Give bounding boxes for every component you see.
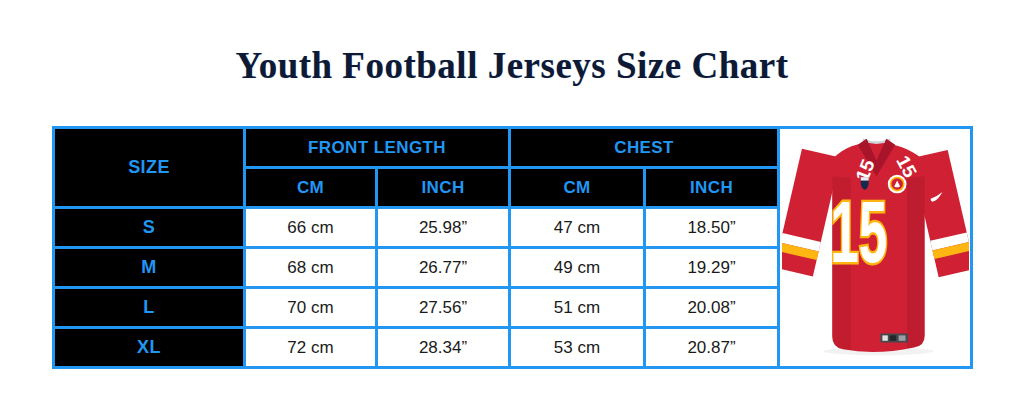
header-chest-cm: CM	[510, 168, 645, 208]
team-patch-icon	[887, 175, 906, 194]
chest-cm-cell: 53 cm	[510, 328, 645, 368]
header-chest: CHEST	[510, 128, 779, 168]
header-front-length-cm: CM	[245, 168, 377, 208]
front-length-cm-cell: 72 cm	[245, 328, 377, 368]
jersey-photo: 15 15	[782, 132, 969, 363]
jersey-photo-cell: 15 15	[779, 128, 972, 368]
front-length-cm-cell: 70 cm	[245, 288, 377, 328]
front-length-inch-cell: 25.98”	[377, 208, 510, 248]
size-cell: M	[54, 248, 245, 288]
chest-cm-cell: 49 cm	[510, 248, 645, 288]
page-title: Youth Football Jerseys Size Chart	[0, 44, 1024, 87]
jersey-shade-right	[907, 176, 925, 348]
jock-tag	[880, 334, 908, 343]
chest-inch-cell: 18.50”	[645, 208, 779, 248]
chest-inch-cell: 20.08”	[645, 288, 779, 328]
front-length-cm-cell: 68 cm	[245, 248, 377, 288]
page: Youth Football Jerseys Size Chart SIZE F…	[0, 0, 1024, 418]
chest-inch-cell: 20.87”	[645, 328, 779, 368]
chest-inch-cell: 19.29”	[645, 248, 779, 288]
size-cell: L	[54, 288, 245, 328]
chest-number: 15	[830, 184, 887, 280]
size-cell: XL	[54, 328, 245, 368]
header-front-length: FRONT LENGTH	[245, 128, 510, 168]
header-chest-inch: INCH	[645, 168, 779, 208]
front-length-cm-cell: 66 cm	[245, 208, 377, 248]
front-length-inch-cell: 26.77”	[377, 248, 510, 288]
size-chart-table: SIZE FRONT LENGTH CHEST	[52, 126, 973, 369]
chest-cm-cell: 51 cm	[510, 288, 645, 328]
header-front-length-inch: INCH	[377, 168, 510, 208]
header-row-groups: SIZE FRONT LENGTH CHEST	[54, 128, 972, 168]
size-cell: S	[54, 208, 245, 248]
header-size: SIZE	[54, 128, 245, 208]
front-length-inch-cell: 27.56”	[377, 288, 510, 328]
front-length-inch-cell: 28.34”	[377, 328, 510, 368]
chest-cm-cell: 47 cm	[510, 208, 645, 248]
